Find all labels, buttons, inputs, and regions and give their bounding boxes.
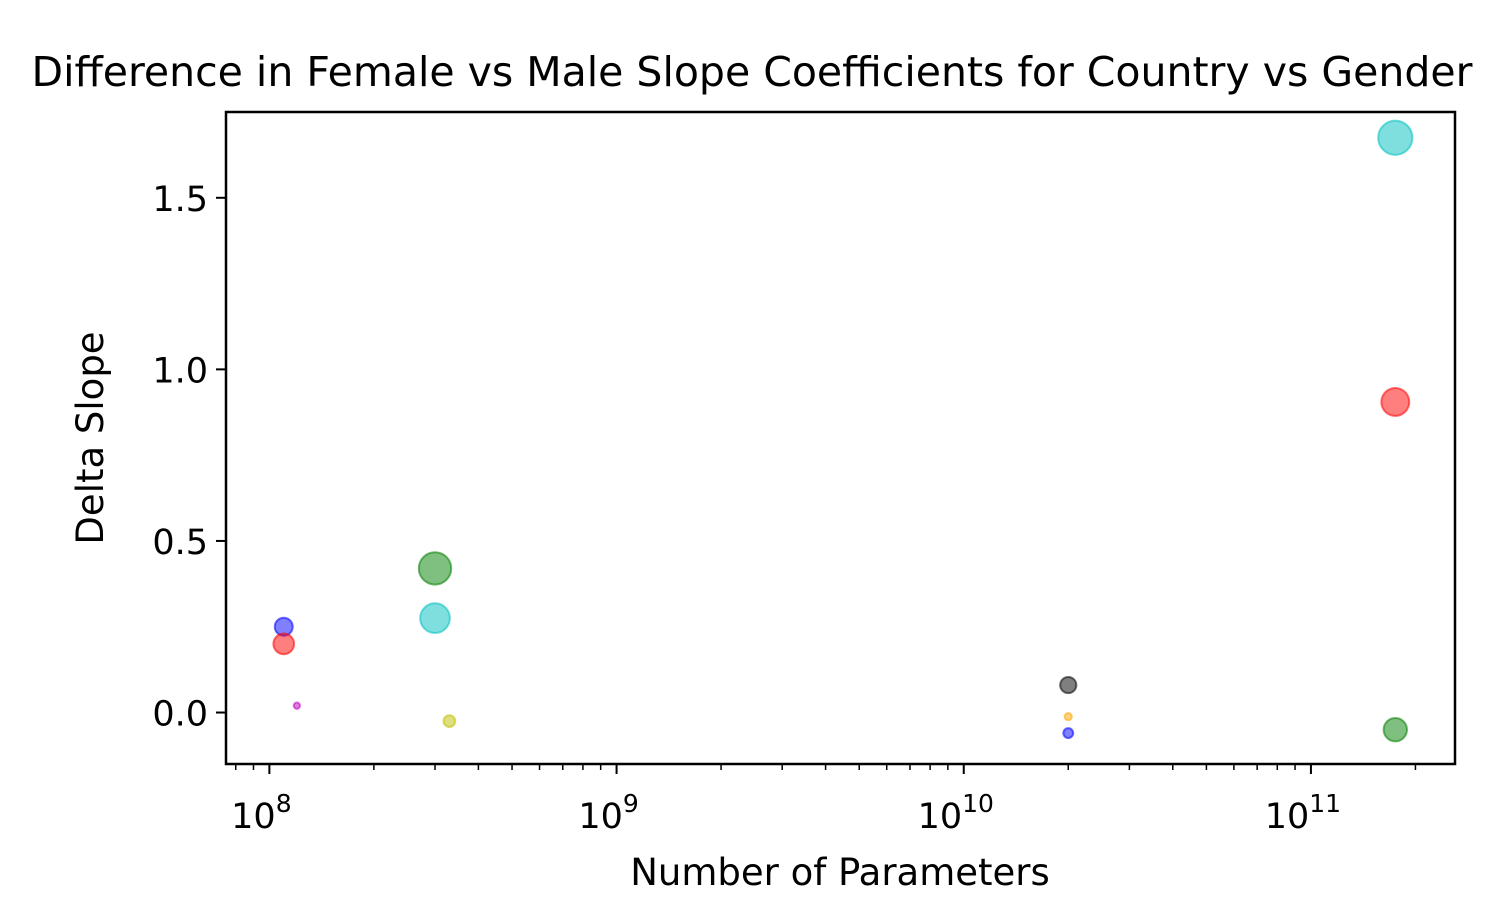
plot-frame — [224, 110, 1457, 766]
ticks-layer: 0.0 0.5 1.0 1.5 108 109 1010 1011 — [152, 180, 1417, 837]
y-tick-label: 1.0 — [152, 351, 208, 391]
y-axis-label: Delta Slope — [69, 331, 112, 544]
data-point — [442, 714, 457, 728]
x-tick-label: 108 — [231, 789, 291, 837]
data-point — [1063, 712, 1073, 722]
data-point — [417, 551, 453, 586]
x-tick-label: 1011 — [1265, 789, 1341, 837]
data-point — [1059, 675, 1078, 695]
data-point — [1382, 716, 1409, 743]
data-point — [272, 632, 296, 656]
data-point — [292, 701, 302, 710]
data-point — [1062, 727, 1075, 740]
data-point — [1380, 387, 1411, 417]
y-tick-label: 0.5 — [152, 523, 208, 563]
x-axis-label: Number of Parameters — [630, 851, 1050, 894]
data-point — [419, 602, 451, 635]
x-tick-label: 109 — [578, 789, 638, 837]
y-tick-label: 1.5 — [152, 180, 208, 220]
x-tick-label: 1010 — [918, 789, 994, 837]
points-layer — [272, 119, 1414, 743]
y-tick-label: 0.0 — [152, 695, 208, 735]
data-point — [1377, 119, 1414, 156]
chart-title: Difference in Female vs Male Slope Coeff… — [32, 48, 1473, 96]
